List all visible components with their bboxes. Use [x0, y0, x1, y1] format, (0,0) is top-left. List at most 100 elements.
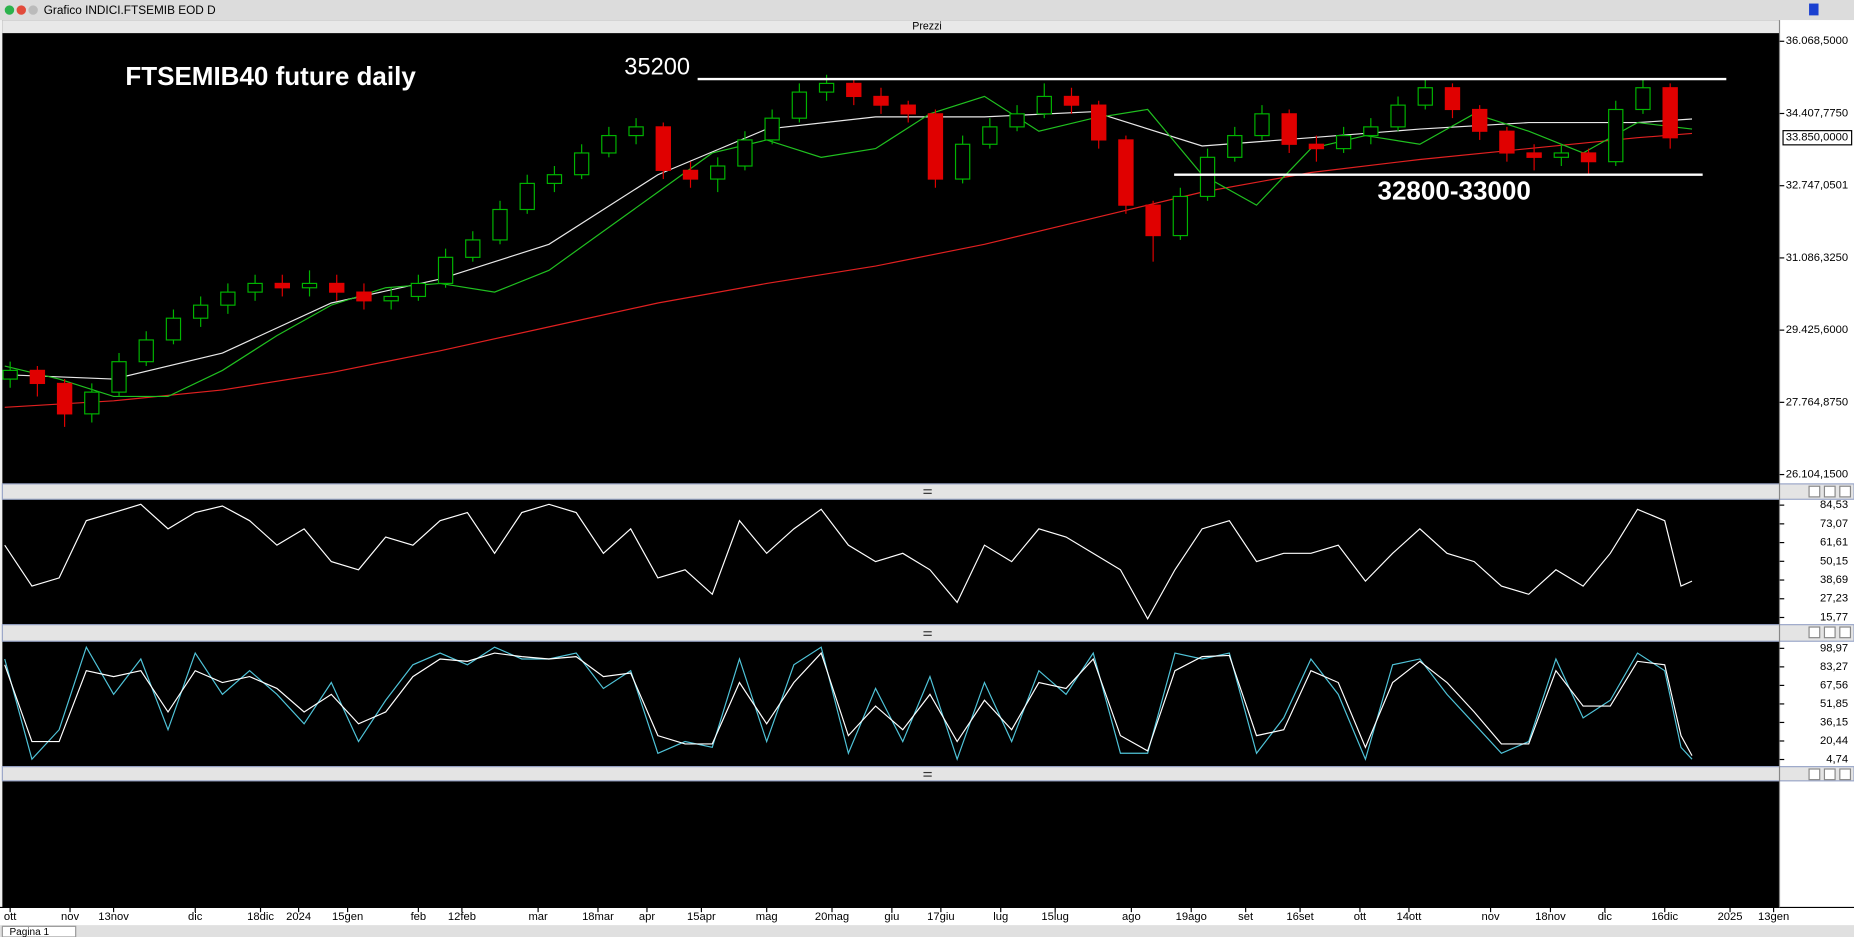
x-tick-label: ott [1354, 911, 1367, 923]
candle-body [710, 165, 726, 180]
panel-separator [1, 766, 1854, 782]
candle-body [247, 282, 263, 293]
last-price-label: 33.850,0000 [1786, 132, 1848, 144]
y-tick-label: 4,74 [1826, 753, 1848, 765]
window-icon [28, 5, 38, 15]
candle-body [546, 174, 563, 184]
y-tick-label: 27,23 [1820, 593, 1848, 605]
x-tick-label: 18dic [247, 911, 274, 923]
window-button[interactable] [1809, 3, 1819, 16]
candle-body [1635, 87, 1651, 111]
candle-body [927, 113, 944, 180]
x-tick-label: 20mag [815, 911, 849, 923]
x-tick-label: 15gen [332, 911, 363, 923]
window-icon [16, 5, 27, 15]
chart-title: FTSEMIB40 future daily [125, 61, 416, 91]
x-tick-label: dic [1598, 911, 1613, 923]
candle-body [1145, 204, 1161, 237]
y-tick-label: 61,61 [1820, 537, 1848, 549]
candle-body [655, 126, 671, 171]
x-tick-label: giu [884, 911, 899, 923]
level-label: 32800-33000 [1377, 175, 1530, 205]
tab-label[interactable]: Pagina 1 [9, 927, 49, 937]
tab-bar [0, 925, 1854, 937]
candle-body [682, 169, 699, 180]
candle-body [220, 291, 236, 306]
panel [4, 503, 1693, 620]
last-price-box [1782, 130, 1853, 146]
panel [4, 645, 1693, 762]
y-tick-label: 38,69 [1820, 574, 1848, 586]
x-tick-label: 2025 [1718, 911, 1743, 923]
x-tick-label: 15apr [687, 911, 716, 923]
x-tick-label: feb [411, 911, 427, 923]
panel-button[interactable] [1823, 626, 1836, 639]
candle-body [1199, 156, 1216, 198]
candle-body [192, 304, 209, 319]
candle-body [846, 82, 862, 98]
x-tick-label: set [1238, 911, 1254, 923]
candle-body [329, 282, 345, 293]
x-tick-label: ott [4, 911, 17, 923]
candle-body [954, 143, 971, 180]
x-tick-label: 16set [1286, 911, 1314, 923]
candle-body [437, 256, 454, 285]
candle-body [1444, 87, 1461, 111]
candle-body [1526, 152, 1542, 158]
time-axis-area [0, 907, 1854, 926]
panel-button[interactable] [1808, 626, 1821, 639]
x-tick-label: nov [1482, 911, 1500, 923]
candle-body [492, 208, 508, 241]
panel-button[interactable] [1823, 768, 1836, 781]
candle-body [2, 369, 18, 380]
candle-body [1308, 143, 1325, 150]
y-tick-label: 32.747,0501 [1786, 180, 1848, 192]
y-tick-label: 67,56 [1820, 679, 1848, 691]
candle-body [628, 126, 644, 137]
candle-body [1063, 95, 1080, 106]
panel-header [2, 20, 1780, 34]
x-tick-label: lug [993, 911, 1008, 923]
candle-body [138, 339, 154, 363]
candle-body [165, 317, 182, 341]
candle-body [1608, 108, 1624, 163]
candle-body [1172, 195, 1189, 237]
x-tick-label: 13gen [1758, 911, 1789, 923]
panel-button[interactable] [1808, 485, 1821, 498]
x-tick-label: 15lug [1041, 911, 1068, 923]
panel-button[interactable] [1823, 485, 1836, 498]
candle-body [873, 95, 889, 106]
series-line [4, 95, 1693, 398]
candle-body [301, 282, 318, 289]
x-tick-label: 13nov [98, 911, 129, 923]
panel-button[interactable] [1839, 626, 1852, 639]
candle-body [383, 295, 399, 302]
plot-background [2, 20, 1780, 908]
candle-body [1036, 95, 1052, 115]
series-line [4, 503, 1693, 620]
panel-label: Prezzi [912, 20, 942, 32]
x-tick-label: dic [188, 911, 203, 923]
separators [1, 483, 1854, 782]
candle-body [601, 134, 617, 154]
candle-body [410, 282, 427, 298]
candle-body [1335, 134, 1352, 150]
x-tick-label: 12feb [448, 911, 476, 923]
x-tick-label: mar [528, 911, 548, 923]
candle-body [274, 282, 290, 289]
candle-body [1009, 113, 1025, 128]
candle-body [982, 126, 998, 145]
title-bar [0, 0, 1854, 21]
panel-button[interactable] [1839, 485, 1852, 498]
x-tick-label: apr [639, 911, 655, 923]
candle-body [1553, 152, 1570, 158]
level-label: 35200 [624, 55, 690, 81]
y-tick-label: 27.764,8750 [1786, 396, 1848, 408]
panel-buttons [1808, 485, 1852, 781]
candle-body [1417, 87, 1433, 106]
panel-button[interactable] [1839, 768, 1852, 781]
candle-body [818, 82, 835, 93]
tab[interactable] [1, 925, 77, 937]
panel-button[interactable] [1808, 768, 1821, 781]
x-tick-label: mag [756, 911, 778, 923]
